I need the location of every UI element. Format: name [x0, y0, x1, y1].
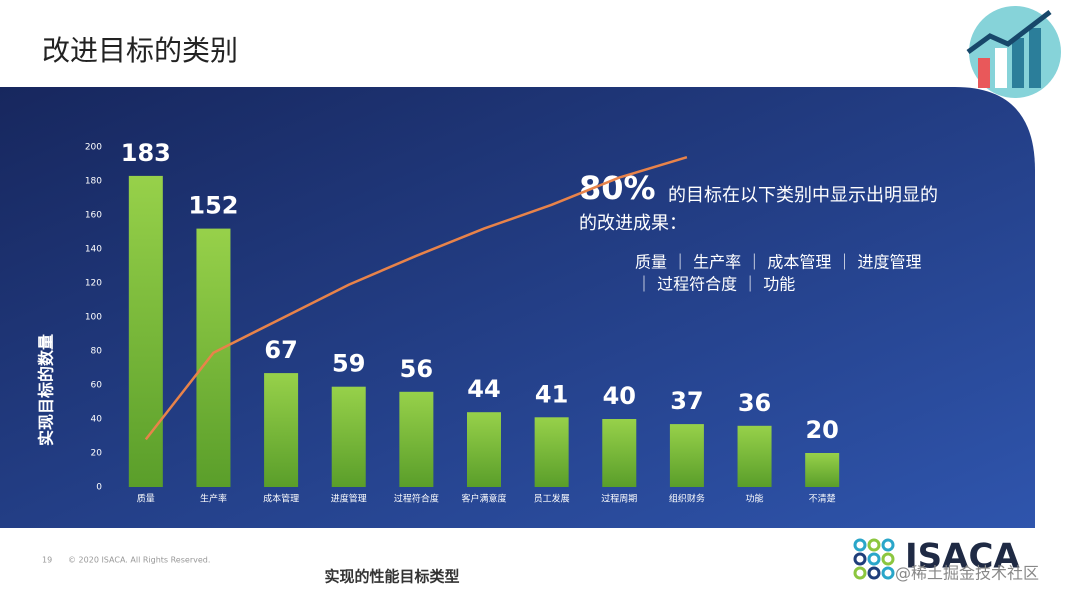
copyright: © 2020 ISACA. All Rights Reserved.: [68, 556, 210, 565]
panel: [0, 87, 1035, 528]
data-label: 20: [805, 416, 838, 444]
bar: [467, 412, 501, 487]
y-tick-label: 180: [85, 177, 102, 187]
x-tick-label: 员工发展: [534, 493, 570, 505]
y-tick-label: 160: [85, 211, 102, 221]
bar: [805, 453, 840, 487]
data-label: 152: [188, 192, 238, 220]
x-tick-label: 客户满意度: [461, 493, 506, 505]
bar: [196, 228, 231, 487]
bar: [534, 417, 569, 487]
data-label: 36: [738, 389, 771, 417]
data-label: 44: [467, 375, 500, 403]
x-tick-label: 过程周期: [601, 493, 637, 505]
data-label: 56: [400, 355, 433, 383]
x-axis-label: 实现的性能目标类型: [324, 568, 459, 586]
annotation-text: 的改进成果：: [579, 213, 687, 234]
bar: [602, 419, 637, 487]
logo-mark: [853, 538, 895, 580]
bar: [737, 425, 772, 487]
y-tick-label: 20: [91, 449, 103, 459]
y-tick-label: 100: [85, 313, 102, 323]
data-label: 59: [332, 350, 365, 378]
y-tick-label: 200: [85, 143, 102, 153]
y-tick-label: 40: [91, 415, 103, 425]
data-label: 40: [603, 382, 636, 410]
bar: [669, 424, 704, 487]
data-label: 67: [264, 336, 297, 364]
y-tick-label: 80: [91, 347, 103, 357]
bar: [128, 175, 163, 487]
bar: [399, 391, 434, 487]
data-label: 183: [121, 139, 171, 167]
x-tick-label: 质量: [137, 493, 155, 505]
bar: [331, 386, 366, 487]
annotation-list: 质量 ｜ 生产率 ｜ 成本管理 ｜ 进度管理: [635, 253, 922, 272]
data-label: 41: [535, 380, 568, 408]
icon: [966, 6, 1061, 98]
data-label: 37: [670, 387, 703, 415]
y-axis-label: 实现目标的数量: [37, 334, 56, 446]
x-tick-label: 组织财务: [669, 493, 705, 505]
bar: [264, 373, 299, 487]
x-tick-label: 生产率: [200, 493, 227, 505]
y-tick-label: 0: [96, 483, 102, 493]
x-tick-label: 进度管理: [331, 493, 367, 505]
watermark: @稀土掘金技术社区: [895, 564, 1039, 583]
x-tick-label: 过程符合度: [394, 493, 439, 505]
page-number: 19: [42, 556, 52, 565]
line: [144, 156, 688, 441]
slide-title: 改进目标的类别: [42, 34, 238, 67]
y-tick-label: 140: [85, 245, 102, 255]
x-tick-label: 成本管理: [263, 493, 299, 505]
annotation-list: ｜ 过程符合度 ｜ 功能: [636, 275, 795, 294]
y-tick-label: 60: [91, 381, 103, 391]
logo: ISACA: [905, 537, 1020, 577]
annotation-text: 的目标在以下类别中显示出明显的: [668, 185, 938, 206]
x-tick-label: 功能: [746, 493, 764, 505]
x-tick-label: 不清楚: [809, 493, 836, 505]
y-tick-label: 120: [85, 279, 102, 289]
